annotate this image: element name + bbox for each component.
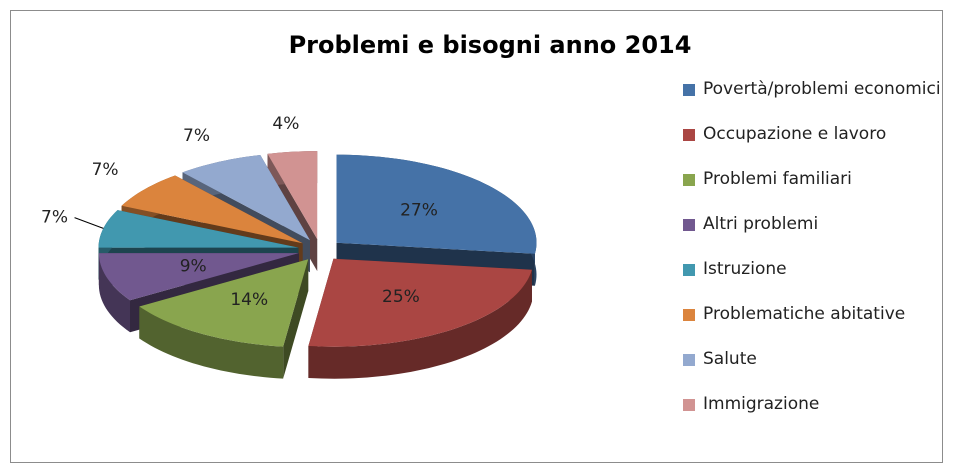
slice-group [308, 258, 532, 379]
legend-item: Occupazione e lavoro [683, 123, 945, 168]
slice [98, 253, 299, 301]
legend-swatch [683, 174, 695, 186]
legend-item: Problemi familiari [683, 168, 945, 213]
chart-frame [10, 10, 943, 463]
legend-item: Immigrazione [683, 393, 945, 438]
legend-item: Salute [683, 348, 945, 393]
slice [336, 154, 537, 254]
slice-group [139, 259, 309, 379]
slice [121, 175, 303, 244]
legend-label: Occupazione e lavoro [703, 124, 887, 144]
legend-label: Salute [703, 349, 757, 369]
data-label: 7% [41, 208, 68, 228]
data-label: 9% [180, 257, 207, 277]
legend-swatch [683, 354, 695, 366]
legend-swatch [683, 309, 695, 321]
legend-swatch [683, 84, 695, 96]
legend-label: Problematiche abitative [703, 304, 906, 324]
slice-wall [98, 253, 131, 333]
slice [182, 154, 311, 241]
legend-label: Problemi familiari [703, 169, 852, 189]
data-label: 7% [92, 160, 119, 180]
legend-swatch [683, 264, 695, 276]
legend: Povertà/problemi economici Occupazione e … [683, 78, 945, 438]
legend-item: Istruzione [683, 258, 945, 303]
legend-label: Istruzione [703, 259, 787, 279]
legend-item: Povertà/problemi economici [683, 78, 945, 123]
slice [308, 258, 532, 347]
data-label: 4% [272, 114, 299, 134]
data-label: 7% [183, 126, 210, 146]
legend-swatch [683, 399, 695, 411]
legend-item: Altri problemi [683, 213, 945, 258]
legend-label: Altri problemi [703, 214, 819, 234]
data-label: 27% [400, 201, 438, 221]
chart-title: Problemi e bisogni anno 2014 [289, 31, 692, 59]
slice-wall [139, 306, 284, 379]
data-label: 25% [382, 287, 420, 307]
legend-swatch [683, 129, 695, 141]
slice [98, 210, 299, 248]
legend-swatch [683, 219, 695, 231]
slice-wall [308, 269, 532, 379]
legend-label: Immigrazione [703, 394, 820, 414]
data-label: 14% [230, 290, 268, 310]
legend-label: Povertà/problemi economici [703, 79, 941, 99]
leader-line [74, 217, 104, 229]
legend-item: Problematiche abitative [683, 303, 945, 348]
slice [267, 151, 318, 240]
slice [139, 259, 309, 347]
